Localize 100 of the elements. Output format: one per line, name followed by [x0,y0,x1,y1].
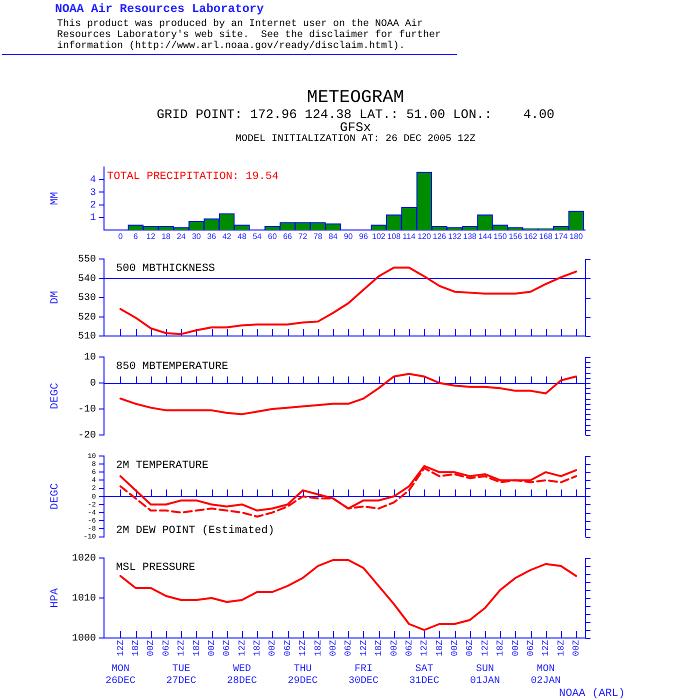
x-tick-label: 12Z [358,639,369,656]
text: MON 26DEC [105,664,136,687]
x-tick-label: 84 [328,232,338,242]
x-tick-label: 18Z [313,639,324,656]
text: 500 MBTHICKNESS [116,263,216,275]
y-axis-title: DEGC [50,482,62,510]
x-tick-label: 30 [192,232,202,242]
x-tick-label: 6 [133,232,138,242]
text: TUE 27DEC [166,664,196,687]
x-tick-label: 12Z [298,639,308,656]
text: THU 29DEC [288,664,318,687]
y-tick-label: 4 [90,175,96,186]
y-tick-label: 1020 [72,554,96,565]
x-tick-label: 00Z [206,639,217,656]
x-tick-label: 00Z [268,639,278,656]
y-axis-title: MM [50,192,62,206]
x-tick-label: 06Z [161,639,172,656]
x-tick-label: 12Z [116,639,126,656]
x-tick-label: 12Z [480,639,490,656]
x-tick-label: 24 [176,232,186,242]
x-tick-label: 0 [118,232,124,242]
x-tick-label: 42 [222,232,232,242]
text: WED 28DEC [226,664,257,687]
y-axis-title: DM [50,290,62,304]
x-tick-label: 132 [448,232,462,242]
y-tick-label: 1010 [72,594,96,605]
y-tick-label: 1 [90,213,96,224]
y-tick-label: 0 [90,378,96,390]
y-tick-label: 540 [78,274,96,285]
text: NOAA Air Resources Laboratory [55,2,264,16]
y-tick-label: 510 [78,332,96,343]
text: SAT 31DEC [409,664,440,687]
text: 850 MBTEMPERATURE [116,361,229,373]
x-tick-label: 00Z [389,639,400,656]
y-axis-title: DEGC [50,382,62,410]
x-tick-label: 168 [539,232,553,242]
x-tick-label: 78 [313,232,323,242]
chart-subtitle: GRID POINT: 172.96 124.38 LAT.: 51.00 LON.: 4.00 GFSx MODEL INITIALIZATION AT: 26 DEC 2005 12Z [156,107,556,146]
x-tick-label: 102 [372,232,386,242]
text: SUN 01JAN [470,664,500,687]
x-tick-label: 150 [494,232,508,242]
x-tick-label: 00Z [328,639,338,656]
y-tick-label: 2 [90,200,96,212]
x-tick-label: 72 [298,232,308,242]
x-tick-label: 12Z [420,639,430,656]
x-tick-label: 06Z [282,639,293,656]
y-tick-label: 1000 [72,634,96,645]
y-tick-label: 550 [78,254,96,266]
x-tick-label: 138 [463,232,478,242]
text: This product was produced by an Internet user on the NOAA Air Resources Laboratory's web site. See the disclaimer for further information (http://www.arl.noaa.gov/ready/disclaim.html). [57,19,442,52]
text: NOAA (ARL) [558,688,625,700]
x-tick-label: 54 [252,232,262,242]
x-tick-label: 114 [402,232,416,242]
x-tick-label: 174 [554,232,568,242]
x-tick-label: 18 [162,232,172,242]
x-tick-label: 06Z [344,639,354,656]
x-tick-label: 156 [508,232,523,242]
x-tick-label: 36 [207,232,217,242]
x-tick-label: 06Z [526,639,536,656]
y-tick-label: 10 [84,352,96,364]
x-tick-label: 96 [359,232,368,242]
x-tick-label: 00Z [450,639,460,656]
text: FRI 30DEC [348,664,378,687]
x-tick-label: 126 [432,232,447,242]
x-tick-label: 06Z [222,639,232,656]
x-tick-label: 12Z [237,639,248,656]
series-label: 2M DEW POINT (Estimated) [116,524,274,537]
x-tick-label: 18Z [252,639,263,656]
x-tick-label: 18Z [374,639,384,656]
x-tick-label: 120 [418,232,432,242]
chart-title: METEOGRAM [306,88,406,108]
x-tick-label: 48 [238,232,247,242]
x-tick-label: 90 [344,232,354,242]
x-tick-label: 144 [478,232,492,242]
y-axis-title: HPA [50,588,62,608]
x-tick-label: 06Z [404,639,414,656]
x-tick-label: 66 [283,232,293,242]
x-tick-label: 12 [146,232,156,242]
x-tick-label: 18Z [496,639,506,656]
x-tick-label: 00Z [510,639,521,656]
x-tick-label: 00Z [146,639,156,656]
x-tick-label: 60 [268,232,278,242]
x-tick-label: 108 [387,232,402,242]
y-tick-label: 3 [90,188,96,199]
x-tick-label: 162 [524,232,538,242]
x-tick-label: 18Z [192,639,202,656]
x-tick-label: 18Z [131,639,142,656]
y-tick-label: 530 [78,293,96,304]
series-label: 2M TEMPERATURE [116,460,209,472]
x-tick-label: 18Z [556,639,566,656]
x-tick-label: 06Z [465,639,476,656]
text: MON 02JAN [530,664,561,687]
y-tick-label: -20 [78,430,96,442]
x-tick-label: 12Z [541,639,552,656]
y-tick-label: -10 [78,404,96,416]
x-tick-label: 00Z [572,639,582,656]
x-tick-label: 180 [569,232,584,242]
x-tick-label: 18Z [434,639,445,656]
series-label: MSL PRESSURE [116,562,196,574]
annotation: TOTAL PRECIPITATION: 19.54 [107,171,280,183]
